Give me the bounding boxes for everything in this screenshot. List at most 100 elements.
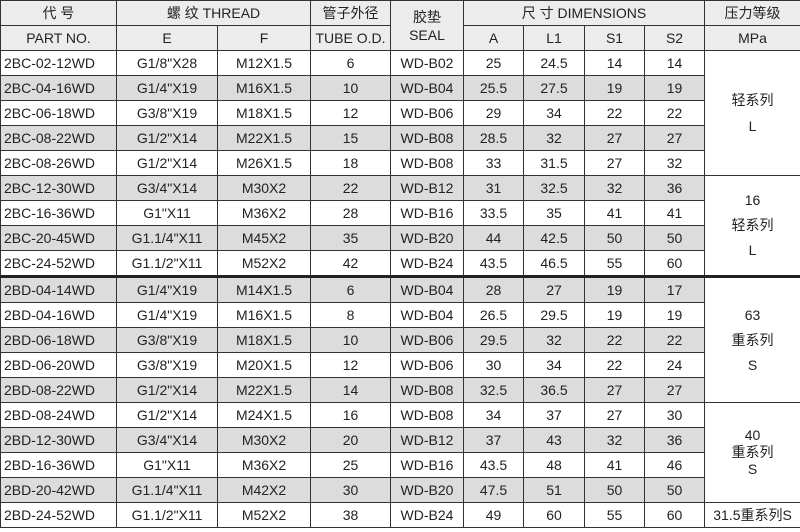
thread-f-cell: M24X1.5	[217, 402, 311, 428]
part-no-cell: 2BC-12-30WD	[0, 175, 117, 201]
thread-f-cell: M52X2	[217, 250, 311, 277]
dim-s1-cell: 22	[584, 100, 645, 126]
part-no-cell: 2BC-08-26WD	[0, 150, 117, 176]
dim-s1-cell: 41	[584, 452, 645, 478]
seal-header: 胶垫 SEAL	[390, 0, 464, 51]
seal-cell: WD-B02	[390, 50, 464, 76]
dim-a-cell: 47.5	[463, 477, 524, 503]
thread-e-cell: G1/4"X19	[116, 275, 218, 303]
dim-s2-cell: 19	[643, 75, 706, 101]
thread-f-cell: M45X2	[217, 225, 311, 251]
table-row: 2BC-16-36WD G1"X11 M36X2 28 WD-B16 33.5 35 41 41	[0, 200, 800, 226]
pressure-class-text: S	[747, 356, 758, 373]
tube-od-cell: 42	[310, 250, 391, 277]
dim-l1-cell: 27.5	[523, 75, 585, 101]
dim-s2-cell: 60	[643, 502, 706, 528]
dim-s2-cell: 30	[643, 402, 706, 428]
table-row: 2BD-20-42WD G1.1/4"X11 M42X2 30 WD-B20 47.5 51…	[0, 477, 800, 503]
seal-cell: WD-B08	[390, 125, 464, 151]
pressure-class-text: L	[748, 242, 757, 258]
pressure-class-text: 重系列	[731, 444, 774, 460]
thread-e-cell: G1.1/2"X11	[116, 250, 218, 277]
dim-a-cell: 31	[463, 175, 524, 201]
dim-a-cell: 28.5	[463, 125, 524, 151]
seal-cell: WD-B12	[390, 427, 464, 453]
dim-s1-cell: 27	[584, 150, 645, 176]
tube-od-header-cn: 管子外径	[310, 0, 391, 26]
dim-s2-cell: 14	[643, 50, 706, 76]
thread-f-cell: M16X1.5	[217, 75, 311, 101]
pressure-class-cell: 63 重系列 S	[704, 275, 800, 403]
dim-s2-cell: 50	[643, 477, 706, 503]
thread-e-cell: G1/2"X14	[116, 402, 218, 428]
dim-s1-cell: 41	[584, 200, 645, 226]
dim-s1-cell: 22	[584, 327, 645, 353]
table-row: 2BC-02-12WD G1/8"X28 M12X1.5 6 WD-B02 25 24.5 1…	[0, 50, 800, 176]
table-row: 2BD-04-14WD G1/4"X19 M14X1.5 6 WD-B04 28 27 19 1…	[0, 275, 800, 403]
pressure-class-cell: 40 重系列 S	[704, 402, 800, 503]
dim-s1-cell: 19	[584, 275, 645, 303]
dim-s2-cell: 19	[643, 302, 706, 328]
thread-e-cell: G1/2"X14	[116, 125, 218, 151]
part-no-header-cn: 代 号	[0, 0, 117, 26]
dim-s1-cell: 50	[584, 225, 645, 251]
table-row: 2BD-08-22WD G1/2"X14 M22X1.5 14 WD-B08 32.5 36…	[0, 377, 800, 403]
dim-s1-cell: 19	[584, 302, 645, 328]
table-row: 2BD-06-20WD G3/8"X19 M20X1.5 12 WD-B06 30 34 22…	[0, 352, 800, 378]
part-no-cell: 2BC-20-45WD	[0, 225, 117, 251]
table-row: 2BD-24-52WD G1.1/2"X11 M52X2 38 WD-B24 49 60 55…	[0, 502, 800, 528]
dim-a-cell: 28	[463, 275, 524, 303]
e-header: E	[116, 25, 218, 51]
tube-od-cell: 8	[310, 302, 391, 328]
table-row: 2BC-08-26WD G1/2"X14 M26X1.5 18 WD-B08 33 31.5…	[0, 150, 800, 176]
tube-od-cell: 38	[310, 502, 391, 528]
seal-cell: WD-B06	[390, 327, 464, 353]
part-no-cell: 2BC-04-16WD	[0, 75, 117, 101]
thread-f-cell: M52X2	[217, 502, 311, 528]
dim-a-cell: 37	[463, 427, 524, 453]
table-row: 2BC-24-52WD G1.1/2"X11 M52X2 42 WD-B24 43.5 46…	[0, 250, 800, 277]
thread-e-cell: G3/4"X14	[116, 427, 218, 453]
thread-e-cell: G1/2"X14	[116, 150, 218, 176]
seal-cell: WD-B08	[390, 402, 464, 428]
dim-s2-cell: 17	[643, 275, 706, 303]
pressure-class-text: 63	[744, 306, 761, 323]
part-no-cell: 2BD-12-30WD	[0, 427, 117, 453]
dim-l1-cell: 46.5	[523, 250, 585, 277]
seal-header-en: SEAL	[409, 26, 445, 43]
part-no-cell: 2BD-08-24WD	[0, 402, 117, 428]
pressure-class-cell: 16 轻系列 L	[704, 175, 800, 277]
tube-od-cell: 35	[310, 225, 391, 251]
pressure-class-text: 轻系列	[731, 92, 774, 108]
pressure-header-en: MPa	[704, 25, 800, 51]
dimensions-header: 尺 寸 DIMENSIONS	[462, 0, 706, 26]
dim-a-cell: 25.5	[463, 75, 524, 101]
pressure-class-cell: 31.5重系列S	[704, 502, 800, 528]
tube-od-cell: 12	[310, 100, 391, 126]
table-row: 2BD-04-16WD G1/4"X19 M16X1.5 8 WD-B04 26.5 29.…	[0, 302, 800, 328]
dim-s1-cell: 27	[584, 125, 645, 151]
dim-s1-cell: 32	[584, 427, 645, 453]
dim-a-cell: 26.5	[463, 302, 524, 328]
tube-od-cell: 18	[310, 150, 391, 176]
f-header: F	[217, 25, 311, 51]
thread-e-cell: G1.1/4"X11	[116, 477, 218, 503]
dim-l1-cell: 37	[523, 402, 585, 428]
dim-l1-cell: 42.5	[523, 225, 585, 251]
thread-header: 螺 纹 THREAD	[116, 0, 311, 26]
dim-a-cell: 34	[463, 402, 524, 428]
pressure-class-text: 重系列	[731, 331, 774, 348]
dim-s2-cell: 27	[643, 125, 706, 151]
seal-cell: WD-B04	[390, 275, 464, 303]
thread-e-cell: G1/4"X19	[116, 302, 218, 328]
s1-header: S1	[584, 25, 645, 51]
seal-cell: WD-B24	[390, 250, 464, 277]
part-no-cell: 2BD-16-36WD	[0, 452, 117, 478]
thread-e-cell: G3/8"X19	[116, 327, 218, 353]
tube-od-cell: 6	[310, 275, 391, 303]
dim-a-cell: 33.5	[463, 200, 524, 226]
tube-od-cell: 12	[310, 352, 391, 378]
a-header: A	[463, 25, 524, 51]
seal-cell: WD-B04	[390, 75, 464, 101]
tube-od-cell: 25	[310, 452, 391, 478]
